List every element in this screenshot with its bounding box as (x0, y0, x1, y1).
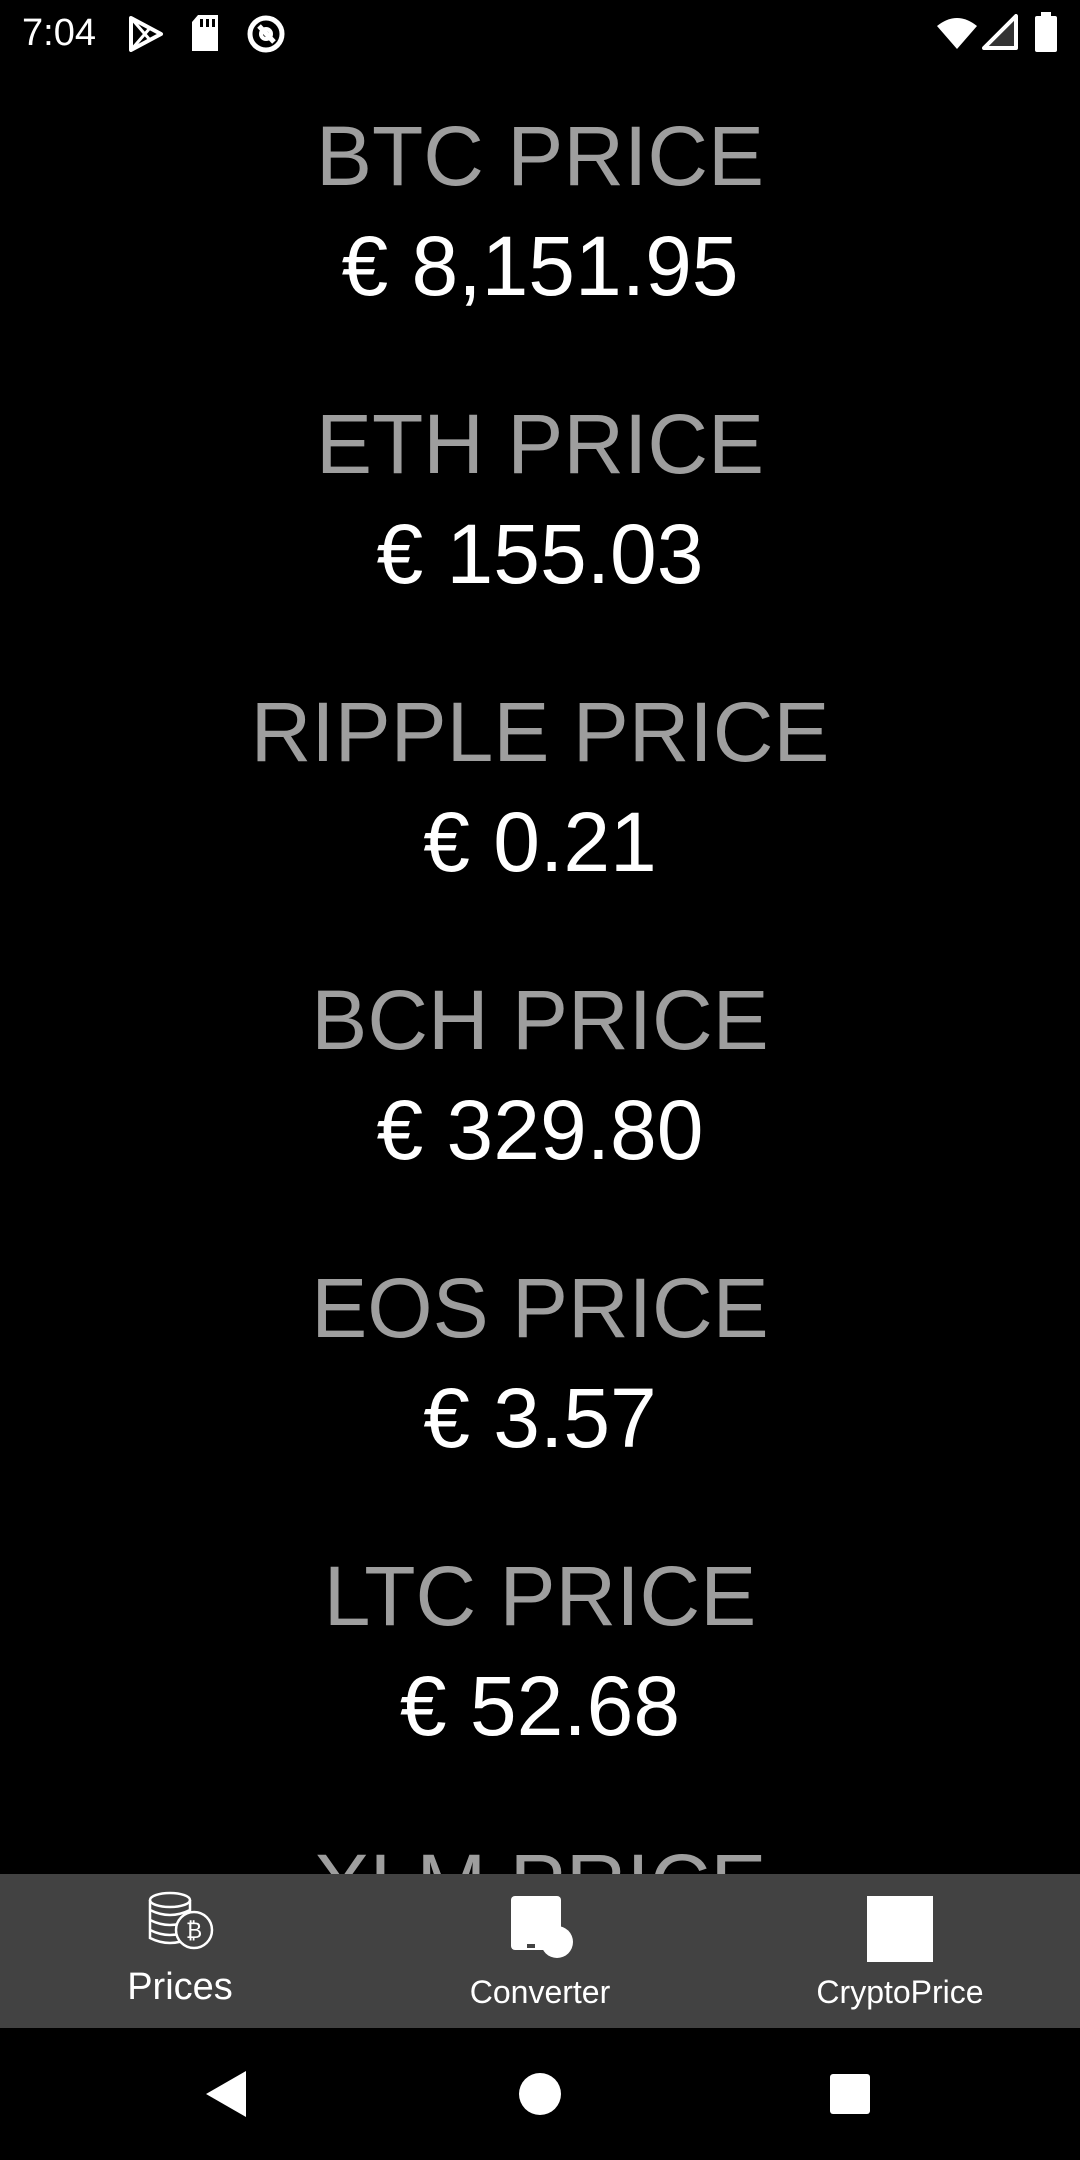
price-label: ETH PRICE (315, 397, 765, 491)
price-item-bch: BCH PRICE € 329.80 (0, 930, 1080, 1218)
tab-converter-label: Converter (469, 1974, 611, 2010)
play-store-icon (128, 16, 164, 57)
price-value: € 155.03 (376, 507, 704, 601)
price-value: € 3.57 (423, 1371, 657, 1465)
price-item-eth: ETH PRICE € 155.03 (0, 354, 1080, 642)
price-label: EOS PRICE (311, 1261, 769, 1355)
at-sign-icon (246, 14, 286, 59)
status-bar: 7:04 (0, 0, 1080, 66)
price-list[interactable]: BTC PRICE € 8,151.95 ETH PRICE € 155.03 … (0, 66, 1080, 1874)
system-navigation-bar (0, 2028, 1080, 2160)
battery-icon (1034, 12, 1058, 57)
bottom-navigation: ₿ Prices Converter CryptoPrice (0, 1874, 1080, 2028)
square-icon (867, 1896, 933, 1967)
price-label: BTC PRICE (315, 109, 765, 203)
tab-cryptoprice-label: CryptoPrice (816, 1974, 984, 2010)
price-label: LTC PRICE (323, 1549, 757, 1643)
wifi-icon (936, 16, 978, 55)
home-icon (519, 2073, 561, 2115)
signal-icon (982, 14, 1018, 55)
price-value: € 52.68 (399, 1659, 681, 1753)
tab-prices-label: Prices (127, 1966, 233, 2008)
tab-prices[interactable]: ₿ Prices (0, 1874, 360, 2028)
price-item-btc: BTC PRICE € 8,151.95 (0, 66, 1080, 354)
price-value: € 8,151.95 (341, 219, 739, 313)
recents-icon (830, 2074, 870, 2114)
recents-button[interactable] (750, 2028, 950, 2160)
svg-text:₿: ₿ (186, 1919, 202, 1944)
back-button[interactable] (126, 2028, 326, 2160)
coins-bitcoin-icon: ₿ (144, 1890, 216, 1957)
price-item-xlm: XLM PRICE (0, 1794, 1080, 1874)
sd-card-icon (190, 14, 220, 57)
price-item-eos: EOS PRICE € 3.57 (0, 1218, 1080, 1506)
price-label: XLM PRICE (0, 1834, 1080, 1874)
price-value: € 0.21 (423, 795, 657, 889)
home-button[interactable] (440, 2028, 640, 2160)
price-value: € 329.80 (376, 1083, 704, 1177)
status-time: 7:04 (22, 12, 96, 54)
converter-icon (505, 1894, 575, 1965)
tab-cryptoprice[interactable]: CryptoPrice (720, 1874, 1080, 2028)
tab-converter[interactable]: Converter (360, 1874, 720, 2028)
price-label: BCH PRICE (311, 973, 769, 1067)
price-item-ltc: LTC PRICE € 52.68 (0, 1506, 1080, 1794)
price-label: RIPPLE PRICE (250, 685, 830, 779)
price-item-ripple: RIPPLE PRICE € 0.21 (0, 642, 1080, 930)
back-icon (206, 2071, 246, 2117)
